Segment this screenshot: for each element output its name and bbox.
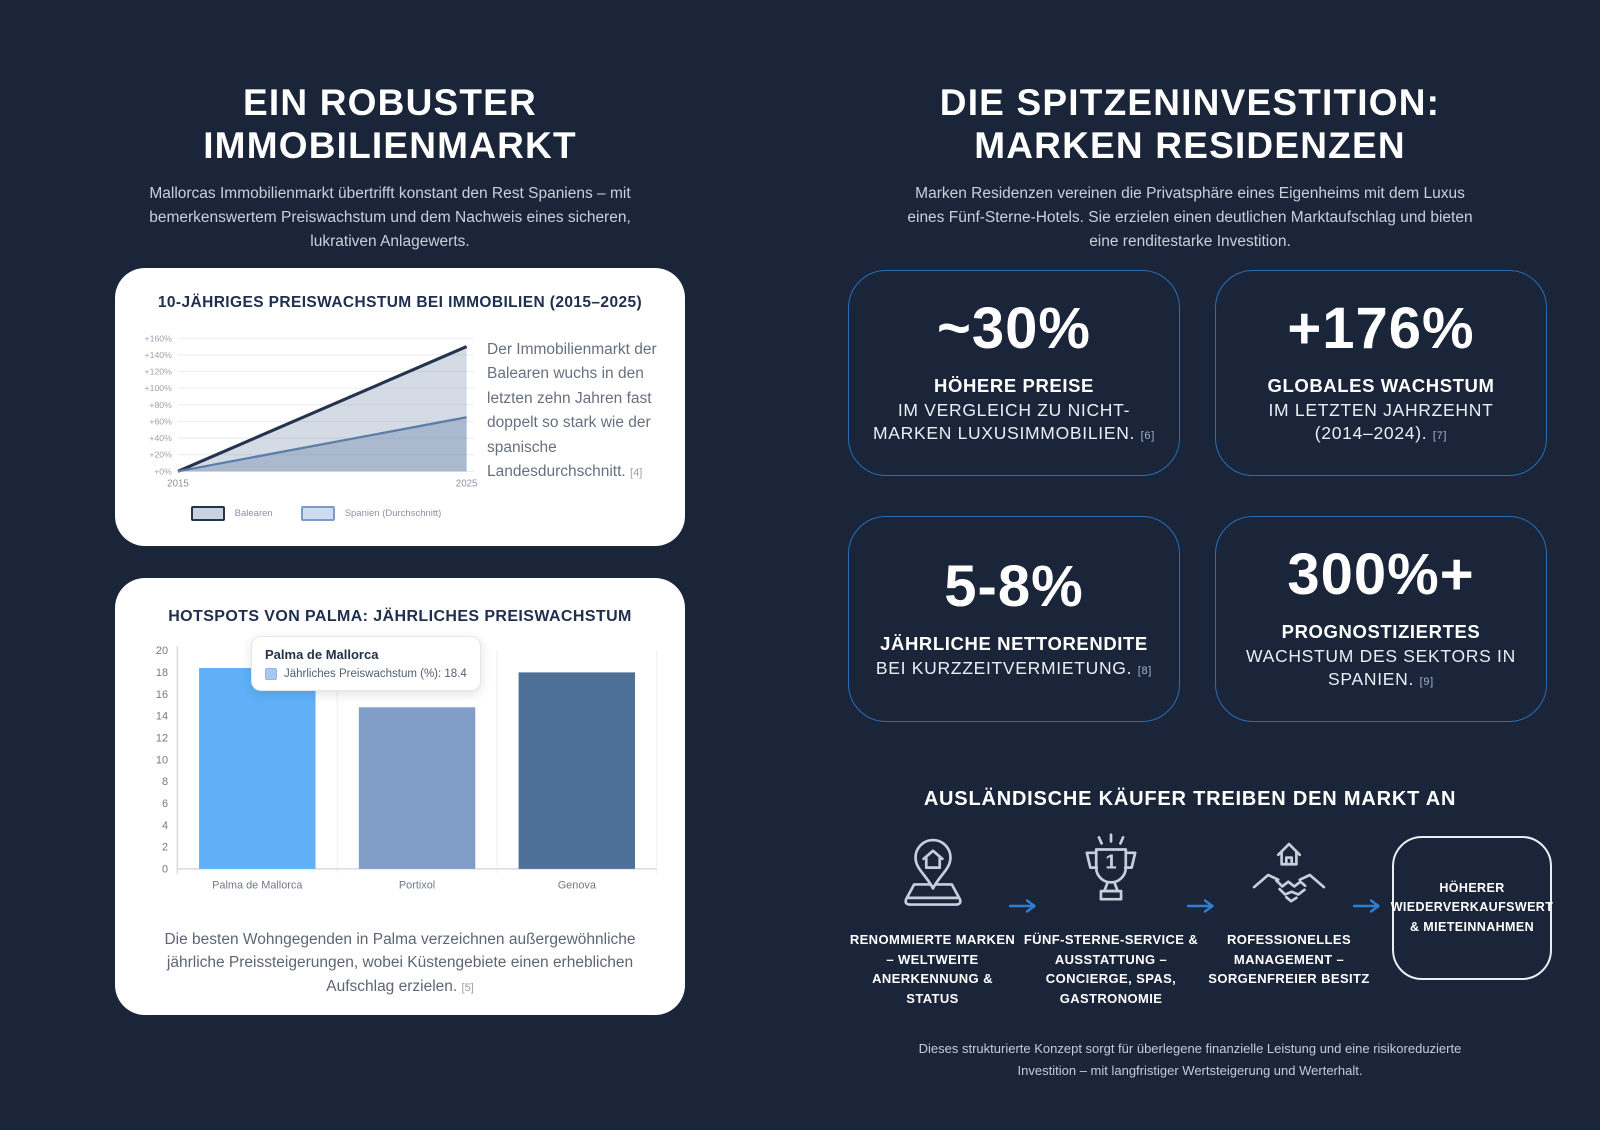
stat-value: 300%+ bbox=[1287, 541, 1475, 607]
svg-text:+80%: +80% bbox=[149, 400, 172, 410]
svg-text:+20%: +20% bbox=[149, 450, 172, 460]
line-chart-legend: Balearen Spanien (Durchschnitt) bbox=[151, 506, 481, 521]
svg-text:+0%: +0% bbox=[154, 466, 172, 476]
svg-text:12: 12 bbox=[156, 733, 168, 745]
legend-label-balearen: Balearen bbox=[234, 508, 273, 519]
driver-management: ROFESSIONELLES MANAGEMENT – SORGENFREIER… bbox=[1200, 832, 1378, 989]
stat-value: +176% bbox=[1287, 295, 1475, 361]
stat-line-2: MARKEN LUXUSIMMOBILIEN. bbox=[872, 423, 1136, 444]
svg-text:2015: 2015 bbox=[167, 479, 189, 490]
trophy-number: 1 bbox=[1105, 851, 1116, 873]
svg-text:2: 2 bbox=[162, 842, 168, 854]
price-growth-line-chart: +0% +20% +40% +60% +80% +100% +120% +140% +160% 2… bbox=[145, 333, 478, 490]
outcome-badge: HÖHERER WIEDERVERKAUFSWERT & MIETEINNAHM… bbox=[1390, 836, 1554, 980]
legend-swatch-balearen bbox=[190, 506, 225, 521]
outcome-badge-label: HÖHERER WIEDERVERKAUFSWERT & MIETEINNAHM… bbox=[1390, 880, 1554, 934]
stat-box-global-growth: +176% GLOBALES WACHSTUM IM LETZTEN JAHRZ… bbox=[1215, 270, 1547, 476]
svg-text:+120%: +120% bbox=[145, 367, 173, 377]
source-ref-5: [5] bbox=[461, 981, 474, 994]
bar-chart-tooltip: Palma de Mallorca Jährliches Preiswachst… bbox=[251, 636, 481, 691]
right-section-subtitle: Marken Residenzen vereinen die Privatsph… bbox=[907, 185, 1473, 251]
driver-five-star-service: 1 FÜNF-STERNE-SERVICE & AUSSTATTUNG – CO… bbox=[1022, 832, 1200, 1008]
stat-value: ~30% bbox=[937, 295, 1091, 361]
left-section-title: EIN ROBUSTER IMMOBILIENMARKT bbox=[203, 82, 577, 166]
svg-text:20: 20 bbox=[156, 645, 168, 657]
arrow-right-icon bbox=[1352, 899, 1380, 913]
tooltip-swatch bbox=[265, 668, 277, 680]
svg-text:4: 4 bbox=[162, 820, 168, 832]
drivers-heading: AUSLÄNDISCHE KÄUFER TREIBEN DEN MARKT AN bbox=[923, 788, 1457, 810]
svg-text:Palma de Mallorca: Palma de Mallorca bbox=[212, 880, 303, 892]
stat-line-1: IM VERGLEICH ZU NICHT- bbox=[897, 399, 1131, 420]
source-ref-8: [8] bbox=[1137, 664, 1153, 677]
stat-line-2: SPANIEN. bbox=[1328, 669, 1415, 690]
hotspots-card: HOTSPOTS VON PALMA: JÄHRLICHES PREISWACH… bbox=[115, 578, 685, 1015]
svg-text:16: 16 bbox=[156, 689, 168, 701]
source-ref-7: [7] bbox=[1432, 430, 1448, 443]
svg-text:0: 0 bbox=[162, 864, 168, 876]
legend-swatch-spanien bbox=[300, 506, 335, 521]
right-section-title: DIE SPITZENINVESTITION: MARKEN RESIDENZE… bbox=[939, 82, 1441, 166]
handshake-house-icon bbox=[1252, 842, 1326, 903]
price-growth-card-title: 10-JÄHRIGES PREISWACHSTUM BEI IMMOBILIEN… bbox=[157, 294, 643, 311]
hotspots-bar-chart: 0 2 4 6 8 10 12 14 16 18 20 Palma de Mallorca Portix… bbox=[156, 645, 658, 892]
svg-text:10: 10 bbox=[156, 754, 168, 766]
svg-text:+60%: +60% bbox=[149, 416, 172, 426]
driver-label: ROFESSIONELLES MANAGEMENT – SORGENFREIER… bbox=[1208, 932, 1370, 986]
trophy-icon: 1 bbox=[1085, 833, 1137, 901]
svg-text:Genova: Genova bbox=[558, 880, 597, 892]
tooltip-value-label: Jährliches Preiswachstum (%): 18.4 bbox=[284, 668, 467, 680]
source-ref-4: [4] bbox=[630, 467, 643, 480]
driver-brands: RENOMMIERTE MARKEN – WELTWEITE ANERKENNU… bbox=[845, 832, 1020, 1008]
stat-value: 5-8% bbox=[944, 553, 1084, 619]
stat-bold-line: HÖHERE PREISE bbox=[934, 374, 1094, 396]
stat-bold-line: GLOBALES WACHSTUM bbox=[1267, 374, 1495, 396]
hotspots-card-title: HOTSPOTS VON PALMA: JÄHRLICHES PREISWACH… bbox=[168, 608, 632, 625]
tooltip-category: Palma de Mallorca bbox=[265, 647, 379, 662]
svg-text:2025: 2025 bbox=[456, 479, 478, 490]
svg-text:14: 14 bbox=[156, 711, 168, 723]
stat-line-1: IM LETZTEN JAHRZEHNT bbox=[1268, 399, 1494, 420]
stat-line-1: WACHSTUM DES SEKTORS IN bbox=[1246, 645, 1516, 666]
stat-box-premium-price: ~30% HÖHERE PREISE IM VERGLEICH ZU NICHT… bbox=[848, 270, 1180, 476]
map-pin-house-icon bbox=[903, 838, 962, 906]
stat-bold-line: JÄHRLICHE NETTORENDITE bbox=[880, 632, 1148, 654]
source-ref-9: [9] bbox=[1419, 676, 1434, 689]
svg-text:18: 18 bbox=[156, 667, 168, 679]
hotspots-caption: Die besten Wohngegenden in Palma verzeic… bbox=[164, 931, 636, 995]
svg-text:+100%: +100% bbox=[145, 383, 173, 393]
source-ref-6: [6] bbox=[1140, 430, 1156, 443]
footer-note: Dieses strukturierte Konzept sorgt für ü… bbox=[918, 1041, 1462, 1079]
svg-text:Portixol: Portixol bbox=[399, 880, 435, 892]
svg-text:8: 8 bbox=[162, 776, 168, 788]
stat-box-net-yield: 5-8% JÄHRLICHE NETTORENDITE BEI KURZZEIT… bbox=[848, 516, 1180, 722]
line-chart-side-text: Der Immobilienmarkt der Balearen wuchs i… bbox=[487, 341, 657, 481]
price-growth-card: 10-JÄHRIGES PREISWACHSTUM BEI IMMOBILIEN… bbox=[115, 268, 685, 546]
arrow-right-icon bbox=[1008, 899, 1036, 913]
left-section-subtitle: Mallorcas Immobilienmarkt übertrifft kon… bbox=[149, 185, 631, 251]
svg-text:+140%: +140% bbox=[145, 350, 173, 360]
svg-text:+40%: +40% bbox=[149, 433, 172, 443]
stat-box-sector-growth: 300%+ PROGNOSTIZIERTES WACHSTUM DES SEKT… bbox=[1215, 516, 1547, 722]
driver-label: FÜNF-STERNE-SERVICE & AUSSTATTUNG – CONC… bbox=[1023, 932, 1199, 1006]
legend-label-spanien: Spanien (Durchschnitt) bbox=[344, 508, 442, 519]
stat-line-2: BEI KURZZEITVERMIETUNG. bbox=[875, 657, 1133, 678]
svg-text:6: 6 bbox=[162, 798, 168, 810]
arrow-right-icon bbox=[1186, 899, 1214, 913]
stat-bold-line: PROGNOSTIZIERTES bbox=[1281, 620, 1481, 642]
stat-line-2: (2014–2024). bbox=[1314, 423, 1428, 444]
svg-text:+160%: +160% bbox=[145, 333, 173, 343]
driver-label: RENOMMIERTE MARKEN – WELTWEITE ANERKENNU… bbox=[849, 932, 1016, 1006]
